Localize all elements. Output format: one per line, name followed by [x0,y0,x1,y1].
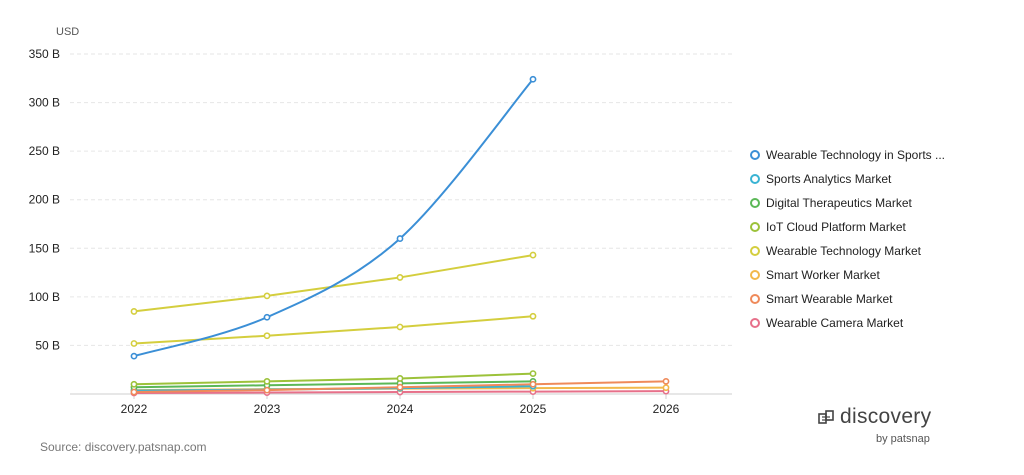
legend-label: Smart Wearable Market [766,292,893,306]
data-point [264,333,269,338]
brand-subtitle: by patsnap [876,433,930,445]
legend-item[interactable]: IoT Cloud Platform Market [750,215,1010,239]
legend-item[interactable]: Wearable Technology in Sports ... [750,143,1010,167]
data-point [397,376,402,381]
data-point [131,382,136,387]
legend-label: IoT Cloud Platform Market [766,220,906,234]
data-point [530,382,535,387]
data-point [530,252,535,257]
data-point [663,385,668,390]
series-lines [131,77,668,396]
legend-item[interactable]: Smart Wearable Market [750,287,1010,311]
legend-marker-icon [750,270,760,280]
data-point [264,388,269,393]
y-tick-label: 100 B [29,290,60,304]
brand-logo: discovery by patsnap [818,405,948,455]
x-tick-label: 2022 [121,402,148,416]
y-tick-label: 200 B [29,193,60,207]
y-tick-label: 350 B [29,47,60,61]
legend-label: Smart Worker Market [766,268,880,282]
data-point [397,324,402,329]
legend-item[interactable]: Smart Worker Market [750,263,1010,287]
legend-label: Wearable Camera Market [766,316,903,330]
legend-label: Digital Therapeutics Market [766,196,912,210]
legend-item[interactable]: Wearable Camera Market [750,311,1010,335]
data-point [264,293,269,298]
data-point [397,275,402,280]
legend-marker-icon [750,246,760,256]
data-point [530,314,535,319]
data-point [131,389,136,394]
discovery-logo-icon [818,409,836,427]
legend-marker-icon [750,222,760,232]
data-point [131,354,136,359]
data-point [264,379,269,384]
series-group [131,252,535,314]
brand-name: discovery [840,405,931,429]
data-point [264,315,269,320]
legend-marker-icon [750,294,760,304]
y-tick-label: 300 B [29,96,60,110]
legend-label: Sports Analytics Market [766,172,891,186]
series-line [134,255,533,311]
grid-lines [70,54,732,345]
y-tick-label: 250 B [29,144,60,158]
x-tick-label: 2024 [387,402,414,416]
x-tick-label: 2023 [254,402,281,416]
data-point [530,371,535,376]
legend-marker-icon [750,150,760,160]
legend-marker-icon [750,198,760,208]
source-note: Source: discovery.patsnap.com [40,440,207,454]
data-point [397,236,402,241]
x-tick-label: 2026 [653,402,680,416]
chart-legend: Wearable Technology in Sports ... Sports … [750,143,1010,335]
legend-item[interactable]: Digital Therapeutics Market [750,191,1010,215]
series-group [131,77,535,359]
data-point [663,379,668,384]
legend-label: Wearable Technology Market [766,244,921,258]
legend-item[interactable]: Sports Analytics Market [750,167,1010,191]
series-line [134,316,533,343]
legend-label: Wearable Technology in Sports ... [766,148,945,162]
y-tick-label: 150 B [29,241,60,255]
legend-marker-icon [750,318,760,328]
y-unit-label: USD [56,26,79,38]
data-point [397,385,402,390]
x-tick-label: 2025 [520,402,547,416]
legend-item[interactable]: Wearable Technology Market [750,239,1010,263]
y-tick-label: 50 B [35,338,60,352]
data-point [530,77,535,82]
data-point [131,341,136,346]
legend-marker-icon [750,174,760,184]
data-point [131,309,136,314]
series-line [134,79,533,356]
